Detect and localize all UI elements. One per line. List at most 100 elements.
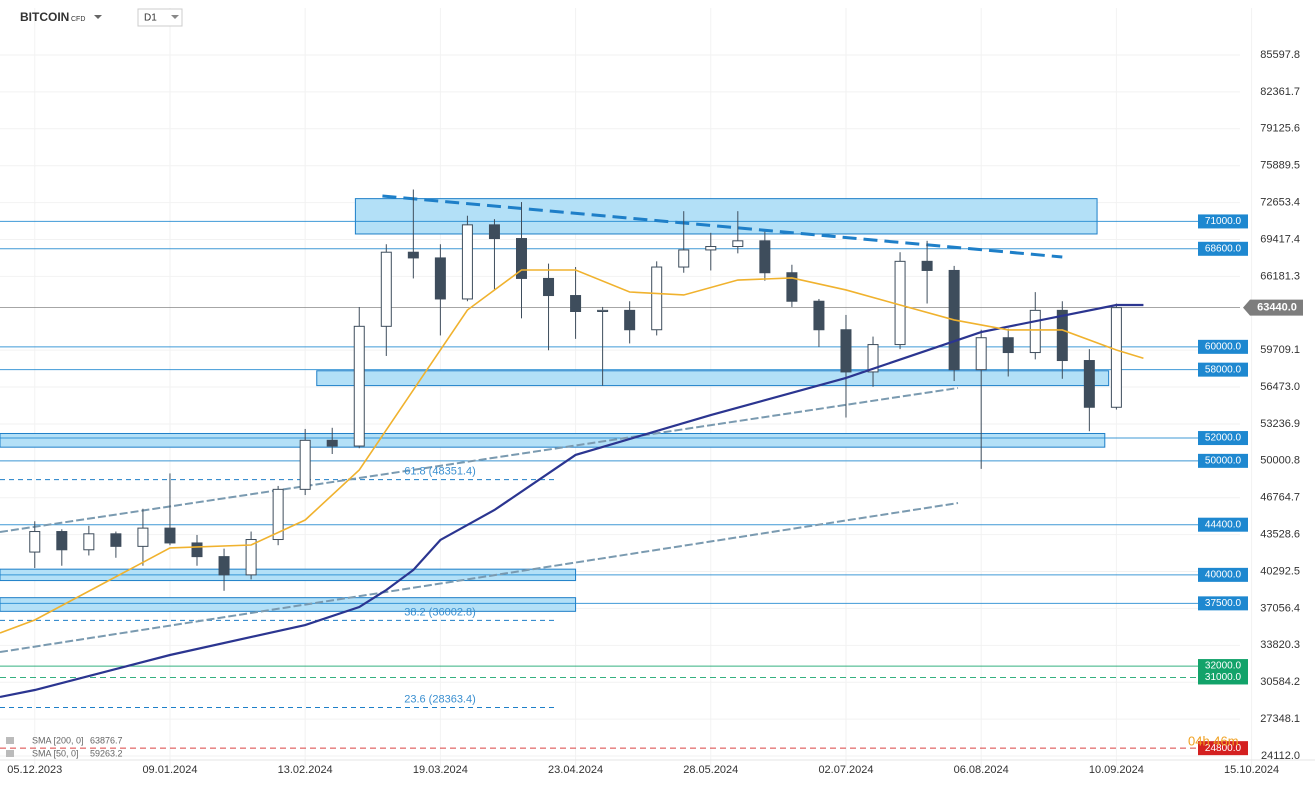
y-tick-label: 59709.1: [1260, 344, 1300, 356]
candle-body: [570, 295, 582, 313]
candle-body: [894, 260, 906, 346]
x-tick-label: 02.07.2024: [818, 764, 873, 776]
candle-body: [813, 300, 825, 331]
x-tick-label: 05.12.2023: [7, 764, 62, 776]
level-label: 31000.0: [1205, 672, 1242, 683]
candle-body: [137, 527, 149, 547]
level-label-box: [1198, 596, 1248, 611]
level-label-box: [1198, 362, 1248, 377]
legend-value: 59263.2: [90, 748, 123, 758]
level-label-box: [1198, 517, 1248, 532]
candle-body: [921, 260, 933, 271]
candle-body: [759, 240, 771, 274]
labels: 85597.8 82361.7 79125.6 75889.5 72653.4 69417…: [6, 49, 1303, 776]
dropdown-arrow[interactable]: [94, 15, 102, 19]
candle-body: [705, 246, 717, 251]
level-label: 32000.0: [1205, 661, 1242, 672]
sma-line: [0, 269, 1144, 634]
y-tick-label: 27348.1: [1260, 713, 1300, 725]
y-tick-label: 69417.4: [1260, 233, 1300, 245]
y-tick-label: 50000.8: [1260, 455, 1300, 467]
candle-body: [867, 344, 879, 373]
y-tick-label: 30584.2: [1260, 676, 1300, 688]
candle-body: [1002, 337, 1014, 354]
last-price-box: [1243, 299, 1303, 316]
level-label: 60000.0: [1205, 341, 1242, 352]
candle-body: [786, 272, 798, 302]
y-tick-label: 24112.0: [1261, 750, 1300, 762]
trendline: [382, 194, 1063, 259]
level-label-box: [1198, 431, 1248, 446]
candle-body: [515, 238, 527, 279]
candle-body: [651, 266, 663, 331]
levels: [0, 220, 1240, 749]
level-label-box: [1198, 453, 1248, 468]
candle-body: [245, 539, 257, 576]
level-label-box: [1198, 741, 1248, 756]
level-label: 68600.0: [1205, 243, 1242, 254]
candle-body: [299, 439, 311, 490]
legend-icon: [6, 737, 14, 744]
level-label: 50000.0: [1205, 455, 1242, 466]
instrument[interactable]: BITCOIN: [20, 10, 69, 24]
candle-body: [380, 251, 392, 327]
y-tick-label: 82361.7: [1260, 86, 1300, 98]
candle-body: [434, 257, 446, 300]
candle-body: [1056, 309, 1068, 362]
level-label: 52000.0: [1205, 433, 1242, 444]
y-tick-label: 46764.7: [1260, 492, 1300, 504]
legend-name: SMA [50, 0]: [32, 748, 79, 758]
last-price-label: 63440.0: [1257, 302, 1297, 314]
trendline: [0, 387, 959, 533]
candle-body: [164, 527, 176, 544]
candle-body: [678, 249, 690, 268]
level-label: 37500.0: [1205, 598, 1242, 609]
level-label-box: [1198, 339, 1248, 354]
y-tick-label: 85597.8: [1260, 49, 1300, 61]
zone: [0, 597, 577, 612]
zone: [0, 432, 1106, 448]
sma-line: [0, 303, 1144, 699]
x-tick-label: 09.01.2024: [142, 764, 197, 776]
level-label-box: [1198, 214, 1248, 229]
legend-value: 63876.7: [90, 735, 123, 745]
x-tick-label: 06.08.2024: [954, 764, 1009, 776]
candle-body: [975, 337, 987, 371]
zone: [316, 370, 1110, 387]
instrument-tag: CFD: [71, 16, 85, 23]
y-tick-label: 40292.5: [1260, 565, 1300, 577]
level-label: 71000.0: [1205, 216, 1242, 227]
y-tick-label: 37056.4: [1260, 602, 1300, 614]
candle-body: [326, 439, 338, 447]
candle-body: [407, 251, 419, 259]
x-tick-label: 19.03.2024: [413, 764, 468, 776]
level-label-box: [1198, 241, 1248, 256]
legend-name: SMA [200, 0]: [32, 735, 84, 745]
y-tick-label: 53236.9: [1260, 418, 1300, 430]
timeframe[interactable]: D1: [144, 13, 157, 24]
x-tick-label: 13.02.2024: [278, 764, 333, 776]
legend-icon: [6, 750, 14, 757]
y-tick-label: 43528.6: [1260, 529, 1300, 541]
candle-body: [461, 224, 473, 300]
level-label-box: [1198, 567, 1248, 582]
dropdown-arrow[interactable]: [171, 15, 179, 19]
level-label: 44400.0: [1205, 519, 1242, 530]
y-tick-label: 56473.0: [1260, 381, 1300, 393]
x-tick-label: 15.10.2024: [1224, 764, 1279, 776]
level-label-box: [1198, 670, 1248, 685]
candle-body: [488, 224, 500, 240]
timeframe-box[interactable]: [137, 8, 183, 27]
level-label: 58000.0: [1205, 364, 1242, 375]
candle-body: [218, 556, 230, 576]
candle-body: [83, 533, 95, 551]
y-tick-label: 66181.3: [1260, 270, 1300, 282]
candle-body: [1110, 307, 1122, 408]
level-label: 24800.0: [1205, 743, 1242, 754]
x-tick-label: 10.09.2024: [1089, 764, 1144, 776]
y-tick-label: 75889.5: [1260, 160, 1300, 172]
candle-body: [56, 531, 68, 551]
candle-body: [624, 309, 636, 331]
